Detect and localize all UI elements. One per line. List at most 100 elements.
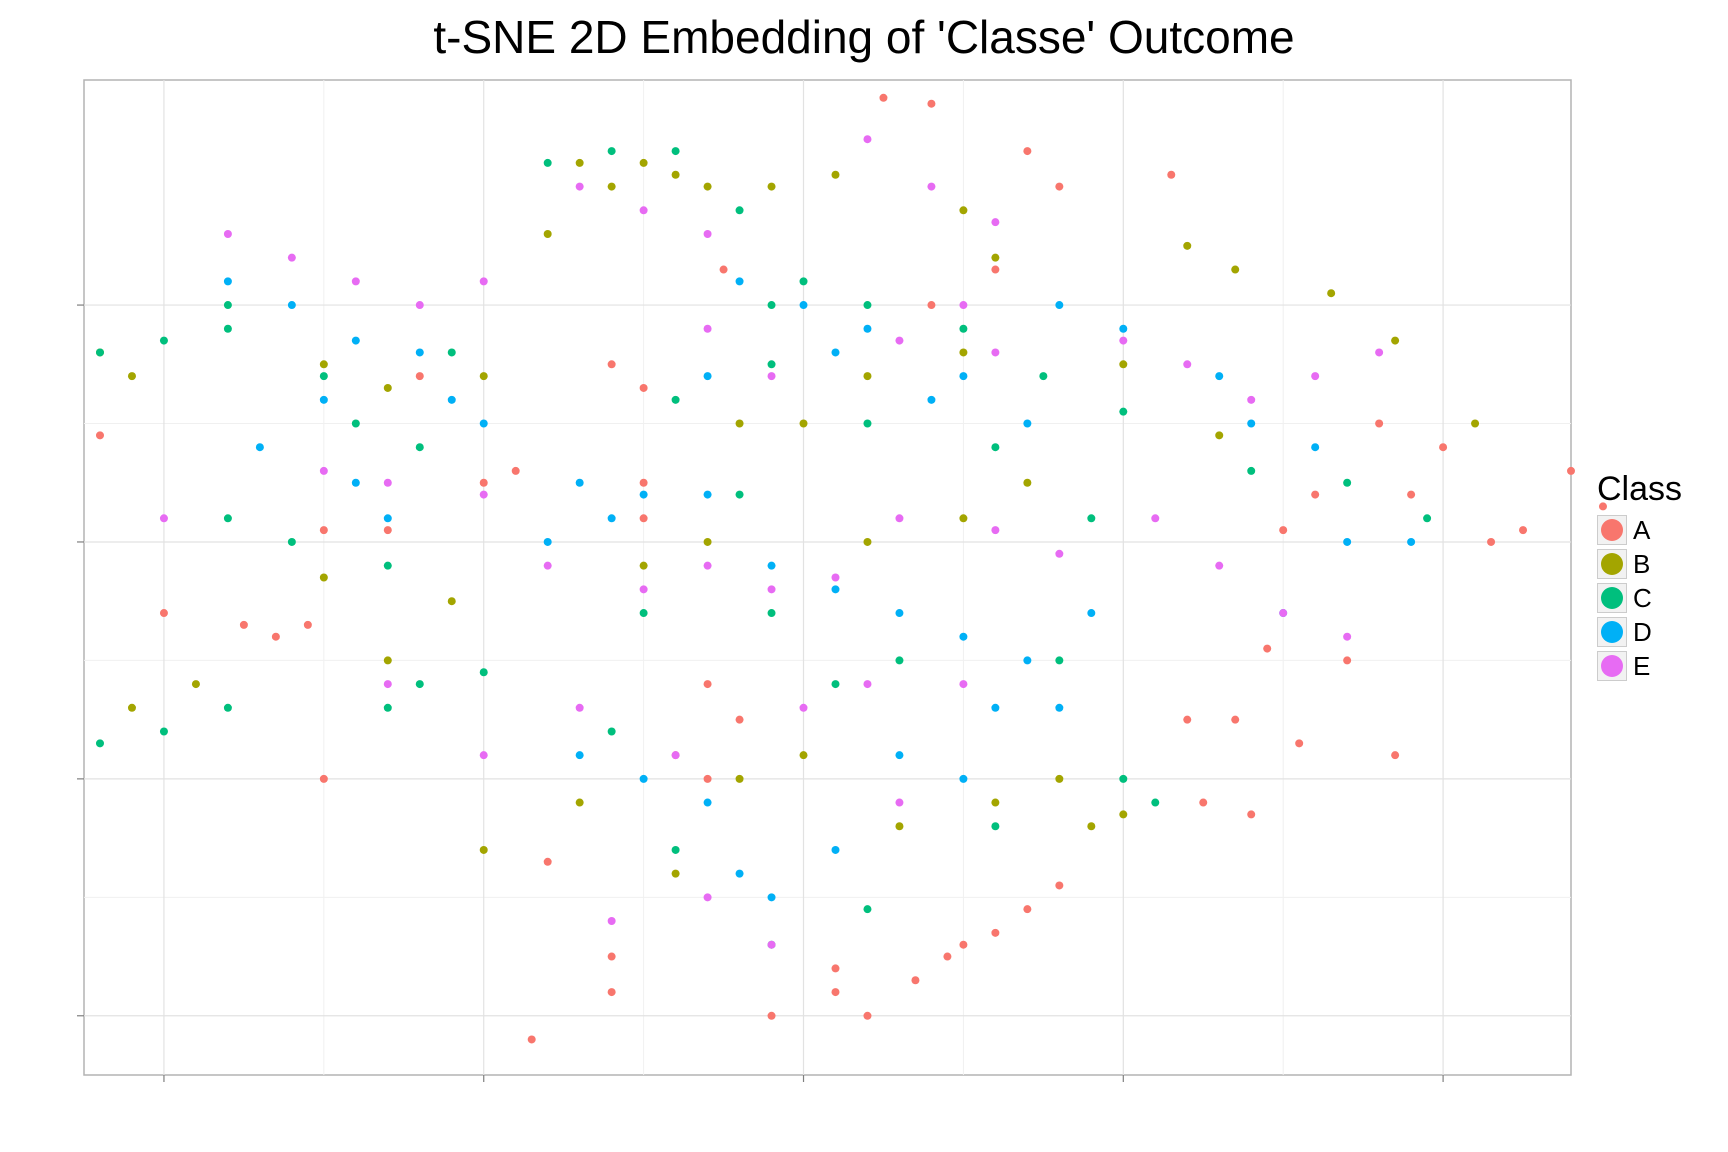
point-class-a [1343, 656, 1352, 665]
point-class-d [575, 478, 584, 487]
point-class-b [543, 229, 552, 238]
point-class-a [1183, 715, 1192, 724]
data-points [95, 93, 1607, 1044]
point-class-a [511, 466, 520, 475]
point-class-c [831, 680, 840, 689]
point-class-b [1119, 810, 1128, 819]
point-class-d [703, 490, 712, 499]
legend-key [1597, 515, 1627, 545]
point-class-c [863, 905, 872, 914]
point-class-c [959, 324, 968, 333]
point-class-d [1023, 419, 1032, 428]
legend-label: D [1633, 616, 1652, 647]
point-class-a [527, 1035, 536, 1044]
point-class-a [735, 715, 744, 724]
point-class-e [287, 253, 296, 262]
point-class-e [383, 680, 392, 689]
point-class-c [351, 419, 360, 428]
point-class-b [991, 798, 1000, 807]
legend-item-b: B [1597, 547, 1682, 581]
point-class-a [95, 431, 104, 440]
point-class-c [415, 443, 424, 452]
point-class-a [879, 93, 888, 102]
point-class-d [895, 609, 904, 618]
point-class-b [1023, 478, 1032, 487]
point-class-a [1023, 905, 1032, 914]
point-class-b [735, 419, 744, 428]
point-class-c [767, 301, 776, 310]
point-class-e [1183, 360, 1192, 369]
point-class-b [735, 774, 744, 783]
point-class-b [671, 869, 680, 878]
point-class-a [639, 383, 648, 392]
point-class-e [639, 206, 648, 215]
point-class-c [1247, 466, 1256, 475]
point-class-d [255, 443, 264, 452]
point-class-d [767, 893, 776, 902]
point-class-c [287, 537, 296, 546]
legend-item-c: C [1597, 581, 1682, 615]
point-class-a [303, 620, 312, 629]
point-class-d [479, 419, 488, 428]
point-class-c [1119, 407, 1128, 416]
point-class-d [799, 301, 808, 310]
point-class-c [383, 703, 392, 712]
point-class-b [607, 182, 616, 191]
point-class-d [927, 395, 936, 404]
point-class-c [319, 372, 328, 381]
point-class-c [1119, 774, 1128, 783]
plot-panel [83, 79, 1572, 1076]
point-class-c [543, 158, 552, 167]
point-class-d [959, 372, 968, 381]
point-class-a [719, 265, 728, 274]
point-class-a [239, 620, 248, 629]
point-class-d [735, 277, 744, 286]
point-class-b [959, 206, 968, 215]
point-class-e [767, 585, 776, 594]
point-class-a [1247, 810, 1256, 819]
point-class-e [1375, 348, 1384, 357]
point-class-a [943, 952, 952, 961]
point-class-d [415, 348, 424, 357]
point-class-d [607, 514, 616, 523]
legend-label: B [1633, 548, 1651, 579]
point-class-e [703, 893, 712, 902]
point-class-e [863, 135, 872, 144]
point-class-e [639, 585, 648, 594]
point-class-e [479, 490, 488, 499]
point-class-c [223, 301, 232, 310]
point-class-c [607, 147, 616, 156]
point-class-e [607, 917, 616, 926]
point-class-d [959, 774, 968, 783]
point-class-a [319, 774, 328, 783]
point-class-b [319, 573, 328, 582]
point-class-d [287, 301, 296, 310]
point-class-a [543, 857, 552, 866]
legend-key [1597, 617, 1627, 647]
legend-item-a: A [1597, 513, 1682, 547]
point-class-e [543, 561, 552, 570]
point-class-e [767, 372, 776, 381]
point-class-c [159, 727, 168, 736]
point-class-e [1119, 336, 1128, 345]
point-class-c [991, 443, 1000, 452]
point-class-b [1183, 241, 1192, 250]
point-class-b [895, 822, 904, 831]
point-class-a [1263, 644, 1272, 653]
point-class-d [863, 324, 872, 333]
point-class-d [351, 478, 360, 487]
series-e [159, 135, 1384, 949]
point-class-b [319, 360, 328, 369]
point-class-a [607, 952, 616, 961]
axis-ticks [77, 304, 1444, 1082]
series-a [95, 93, 1607, 1044]
point-class-e [767, 940, 776, 949]
point-class-c [447, 348, 456, 357]
legend-swatch [1601, 621, 1623, 643]
point-class-b [1087, 822, 1096, 831]
point-class-b [639, 561, 648, 570]
point-class-a [1279, 526, 1288, 535]
point-class-e [319, 466, 328, 475]
point-class-b [1231, 265, 1240, 274]
